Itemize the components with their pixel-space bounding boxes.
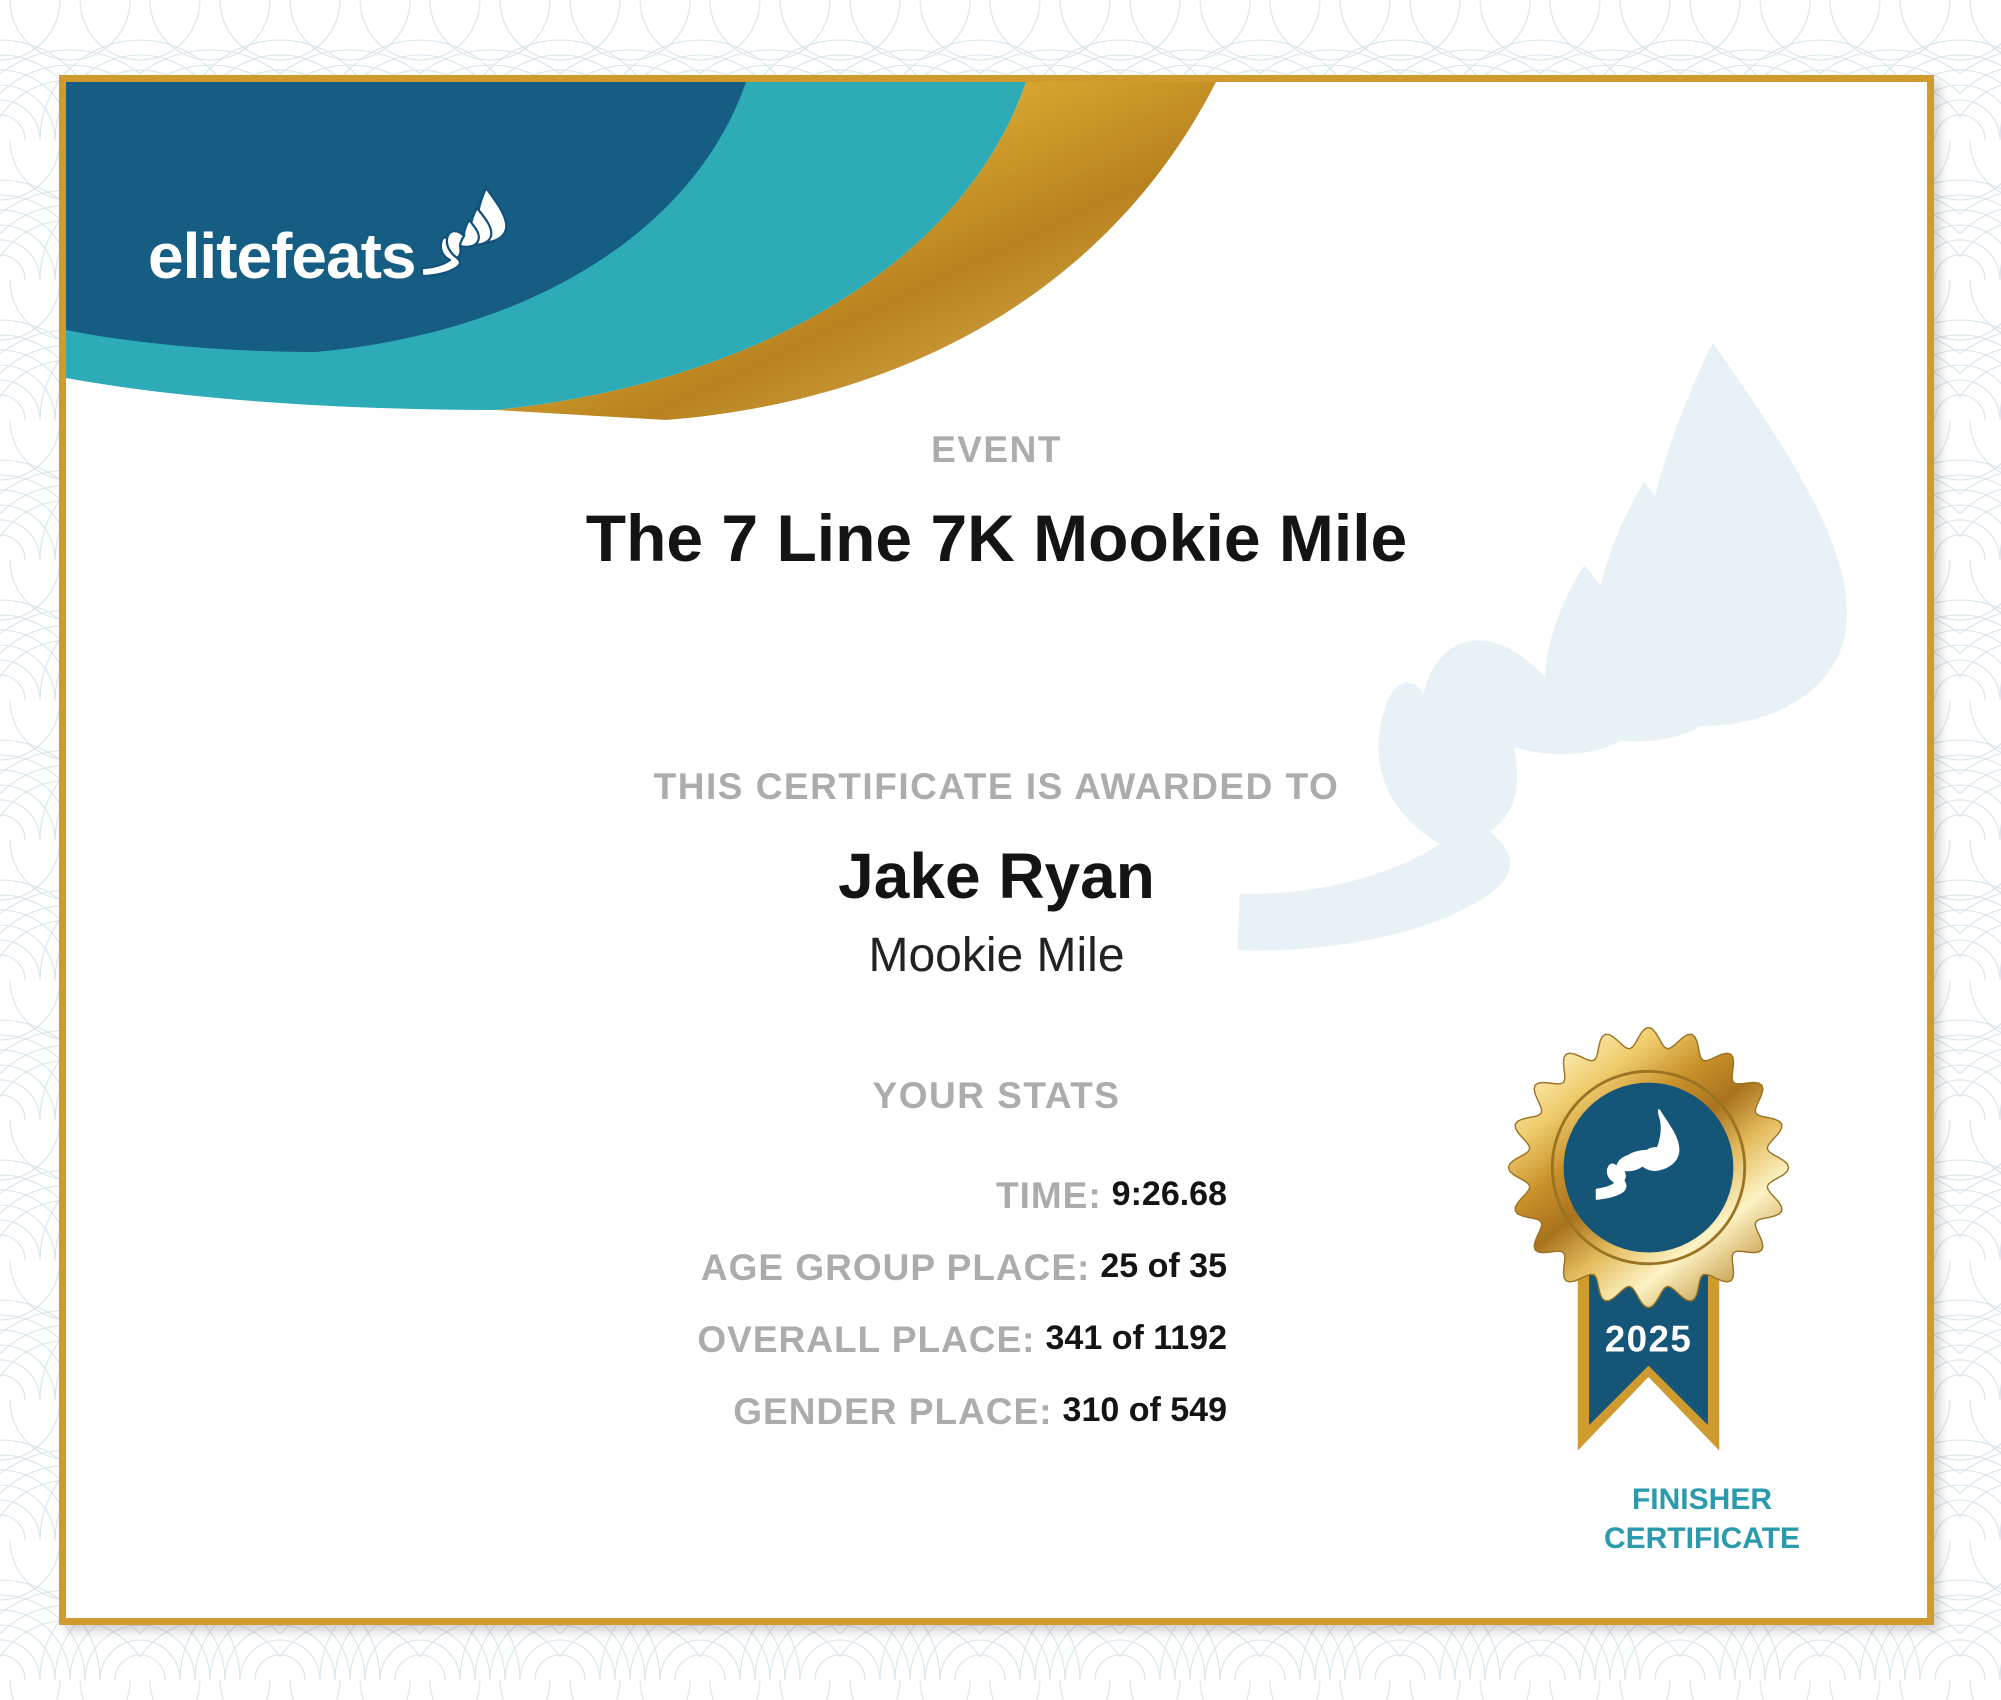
svg-text:2025: 2025 <box>1605 1319 1692 1360</box>
